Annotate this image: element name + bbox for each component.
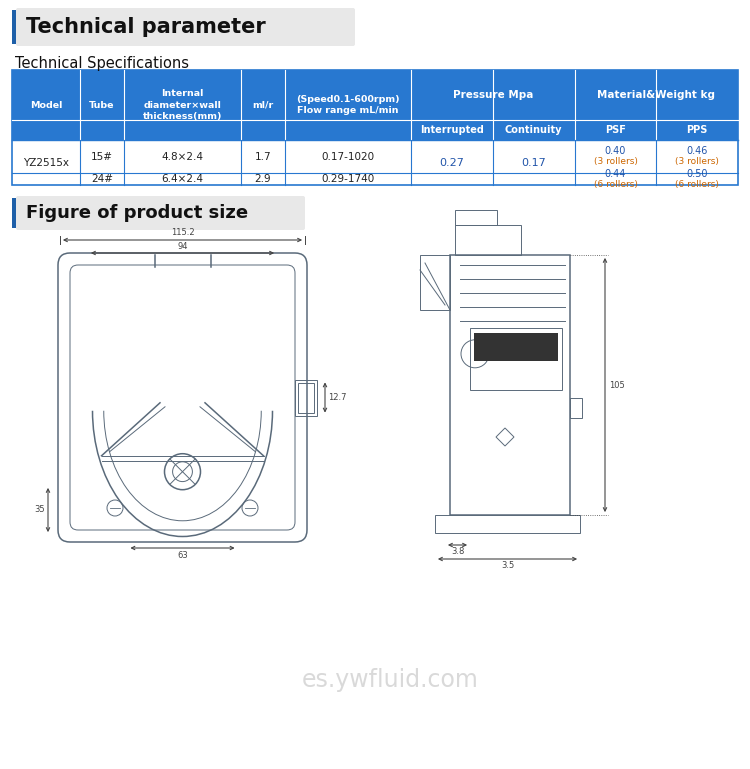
- Bar: [12, 10, 18, 44]
- FancyBboxPatch shape: [16, 196, 305, 230]
- FancyBboxPatch shape: [16, 8, 355, 46]
- Bar: [12, 70, 738, 185]
- Text: 24#: 24#: [91, 174, 112, 184]
- Bar: [570, 398, 582, 418]
- Text: 0.17: 0.17: [521, 158, 546, 168]
- Text: ml/r: ml/r: [252, 101, 274, 109]
- Bar: [298, 382, 314, 412]
- Text: PPS: PPS: [686, 125, 708, 135]
- Text: (3 rollers): (3 rollers): [675, 157, 719, 166]
- Text: (Speed0.1-600rpm)
Flow range mL/min: (Speed0.1-600rpm) Flow range mL/min: [296, 95, 400, 115]
- Text: 115.2: 115.2: [171, 228, 194, 237]
- Text: Figure of product size: Figure of product size: [26, 204, 248, 222]
- Text: Pressure Mpa: Pressure Mpa: [453, 90, 533, 100]
- Text: Interrupted: Interrupted: [420, 125, 484, 135]
- Text: 105: 105: [609, 381, 625, 390]
- Text: es.ywfluid.com: es.ywfluid.com: [302, 668, 478, 692]
- Text: 4.8×2.4: 4.8×2.4: [161, 151, 203, 161]
- Text: 6.4×2.4: 6.4×2.4: [161, 174, 203, 184]
- Text: 12.7: 12.7: [328, 393, 346, 402]
- Bar: [435, 515, 580, 533]
- Text: Model: Model: [30, 101, 62, 109]
- Text: 0.44: 0.44: [604, 169, 626, 179]
- Text: YZ2515x: YZ2515x: [22, 158, 69, 168]
- Text: 0.40: 0.40: [604, 147, 626, 157]
- Bar: [455, 225, 521, 255]
- Bar: [455, 210, 497, 225]
- Text: 63: 63: [177, 551, 188, 560]
- Text: 3.8: 3.8: [451, 547, 464, 556]
- Text: 0.27: 0.27: [440, 158, 464, 168]
- Bar: [12, 70, 738, 140]
- Bar: [12, 198, 18, 228]
- Text: (6 rollers): (6 rollers): [593, 179, 638, 188]
- Text: Technical Specifications: Technical Specifications: [15, 56, 189, 71]
- Text: Technical parameter: Technical parameter: [26, 17, 266, 37]
- Text: 2.9: 2.9: [255, 174, 272, 184]
- Bar: [450, 255, 570, 515]
- Text: 0.29-1740: 0.29-1740: [322, 174, 375, 184]
- Text: 1.7: 1.7: [255, 151, 272, 161]
- Text: 0.46: 0.46: [686, 147, 708, 157]
- Bar: [420, 255, 450, 310]
- Bar: [470, 328, 562, 390]
- Text: (6 rollers): (6 rollers): [675, 179, 719, 188]
- Text: 15#: 15#: [91, 151, 112, 161]
- Text: (3 rollers): (3 rollers): [593, 157, 638, 166]
- Text: 3.5: 3.5: [501, 561, 515, 570]
- Text: Material&Weight kg: Material&Weight kg: [597, 90, 716, 100]
- Text: 94: 94: [177, 242, 188, 251]
- Text: Continuity: Continuity: [505, 125, 562, 135]
- Text: Internal
diameter×wall
thickness(mm): Internal diameter×wall thickness(mm): [142, 89, 222, 121]
- Text: Tube: Tube: [89, 101, 115, 109]
- Text: PSF: PSF: [605, 125, 626, 135]
- Bar: [474, 333, 558, 361]
- Text: 0.50: 0.50: [686, 169, 708, 179]
- Text: 0.17-1020: 0.17-1020: [322, 151, 375, 161]
- Text: 35: 35: [34, 505, 45, 514]
- Bar: [295, 379, 317, 415]
